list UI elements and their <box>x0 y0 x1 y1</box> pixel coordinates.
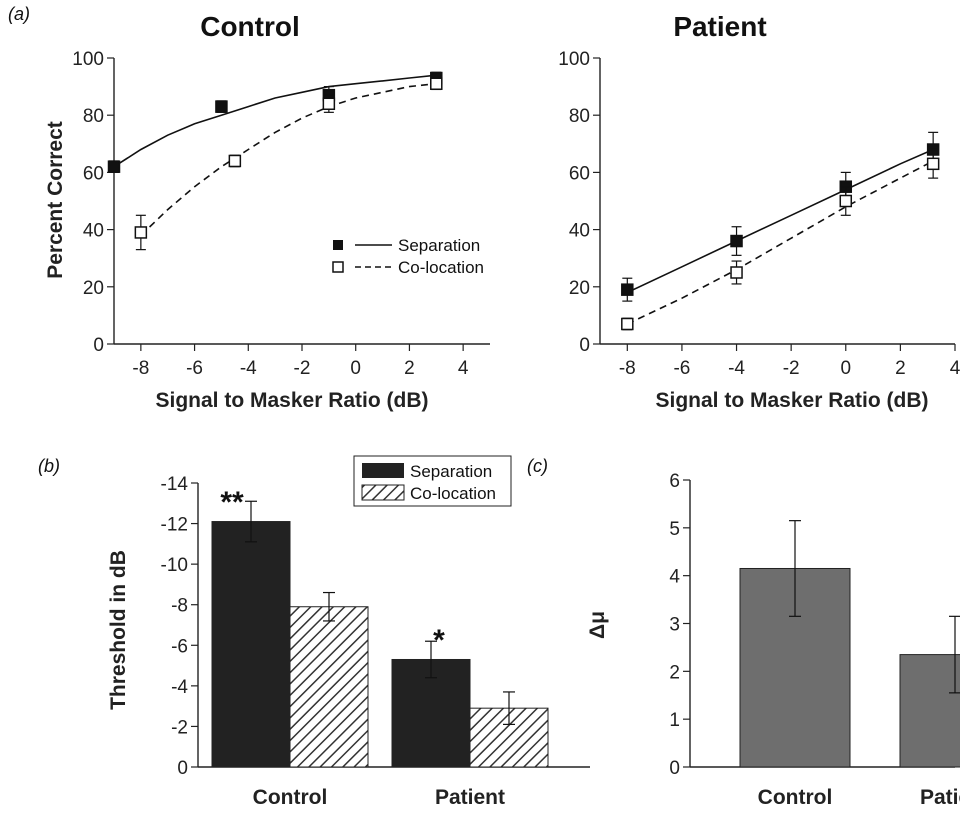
patient-ytick-label: 20 <box>569 278 590 299</box>
control-point-colocation <box>430 77 443 90</box>
patient-point-colocation <box>926 157 940 171</box>
patient-xtick-label: -6 <box>673 358 690 379</box>
threshold-ytick-label: 0 <box>177 758 188 779</box>
patient-xtick-label: -4 <box>728 358 745 379</box>
threshold-category-label: Control <box>253 786 328 809</box>
plot-threshold: 0 -2 -4 -6 -8 -10 -12 -14 Control Patient <box>161 474 590 809</box>
threshold-bar-colocation <box>289 606 369 768</box>
patient-point-colocation <box>839 194 853 208</box>
xlabel-control: Signal to Masker Ratio (dB) <box>155 389 428 412</box>
control-xtick-label: 0 <box>350 358 361 379</box>
delta-ytick-label: 0 <box>669 758 680 779</box>
patient-point-colocation <box>730 266 743 279</box>
delta-category-label: Control <box>758 786 833 809</box>
control-fit-separation <box>113 74 437 168</box>
legend-a-marker-separation <box>333 240 343 250</box>
significance-patient: * <box>433 624 445 657</box>
xlabel-patient: Signal to Masker Ratio (dB) <box>655 389 928 412</box>
patient-xtick-label: -8 <box>619 358 636 379</box>
plot-patient: 0 20 40 60 80 100 -8 -6 -4 -2 0 2 4 <box>558 49 960 379</box>
threshold-ytick-label: -2 <box>171 717 188 738</box>
panel-label-b: (b) <box>38 456 60 476</box>
legend-b: Separation Co-location <box>353 455 512 507</box>
threshold-ytick-label: -4 <box>171 677 188 698</box>
control-point-colocation <box>322 97 336 111</box>
threshold-ytick-label: -12 <box>161 515 188 536</box>
patient-xtick-label: -2 <box>783 358 800 379</box>
patient-ytick-label: 0 <box>579 335 590 356</box>
control-ytick-label: 80 <box>83 106 104 127</box>
delta-ytick-label: 1 <box>669 710 680 731</box>
legend-a-colocation: Co-location <box>398 258 484 277</box>
patient-ytick-label: 40 <box>569 221 590 242</box>
control-fit-colocation <box>140 82 437 236</box>
legend-a: Separation Co-location <box>325 233 515 283</box>
plot-control: 0 20 40 60 80 100 -8 -6 -4 -2 0 2 4 <box>72 49 490 379</box>
plot-delta: 0 1 2 3 4 5 6 Control Patient <box>669 471 960 809</box>
control-ytick-label: 40 <box>83 221 104 242</box>
threshold-ytick-label: -14 <box>161 474 189 495</box>
control-ytick-label: 0 <box>93 335 104 356</box>
control-ytick-label: 20 <box>83 278 104 299</box>
legend-a-marker-colocation <box>332 261 344 273</box>
chart-title-patient: Patient <box>673 11 766 42</box>
ylabel-control: Percent Correct <box>44 121 67 279</box>
control-xtick-label: -6 <box>186 358 203 379</box>
legend-a-separation: Separation <box>398 236 480 255</box>
panel-label-a: (a) <box>8 4 30 24</box>
patient-ytick-label: 80 <box>569 106 590 127</box>
patient-ytick-label: 60 <box>569 163 590 184</box>
legend-b-colocation: Co-location <box>410 484 496 503</box>
patient-point-separation <box>621 283 634 296</box>
delta-ytick-label: 3 <box>669 615 680 636</box>
threshold-ytick-label: -8 <box>171 596 188 617</box>
legend-b-swatch-colocation <box>361 484 405 501</box>
ylabel-threshold: Threshold in dB <box>107 550 130 710</box>
control-point-colocation <box>134 226 148 239</box>
delta-category-label: Patient <box>920 786 960 809</box>
patient-fit-colocation <box>626 160 934 325</box>
patient-fit-separation <box>626 148 934 294</box>
panel-label-c: (c) <box>527 456 548 476</box>
control-xtick-label: 2 <box>404 358 415 379</box>
control-point-separation <box>107 160 121 173</box>
patient-xtick-label: 4 <box>950 358 960 379</box>
threshold-category-label: Patient <box>435 786 505 809</box>
patient-point-separation <box>730 234 743 248</box>
delta-ytick-label: 4 <box>669 567 680 588</box>
control-xtick-label: -4 <box>240 358 257 379</box>
legend-b-separation: Separation <box>410 462 492 481</box>
patient-xtick-label: 2 <box>895 358 906 379</box>
patient-point-colocation <box>621 317 634 331</box>
ylabel-delta-mu: Δμ <box>586 611 609 639</box>
threshold-bar-separation <box>211 521 291 768</box>
control-point-separation <box>215 100 228 113</box>
control-point-colocation <box>228 154 242 168</box>
significance-control: ** <box>220 486 244 519</box>
control-xtick-label: 4 <box>458 358 469 379</box>
delta-ytick-label: 5 <box>669 519 680 540</box>
patient-xtick-label: 0 <box>840 358 851 379</box>
patient-ytick-label: 100 <box>558 49 590 70</box>
control-ytick-label: 100 <box>72 49 104 70</box>
control-xtick-label: -8 <box>132 358 149 379</box>
chart-title-control: Control <box>200 11 300 42</box>
delta-ytick-label: 2 <box>669 662 680 683</box>
threshold-ytick-label: -6 <box>171 636 188 657</box>
legend-b-swatch-separation <box>362 463 404 478</box>
control-xtick-label: -2 <box>294 358 311 379</box>
control-ytick-label: 60 <box>83 163 104 184</box>
threshold-ytick-label: -10 <box>161 555 188 576</box>
delta-bar-delta <box>899 654 960 768</box>
delta-ytick-label: 6 <box>669 471 680 492</box>
